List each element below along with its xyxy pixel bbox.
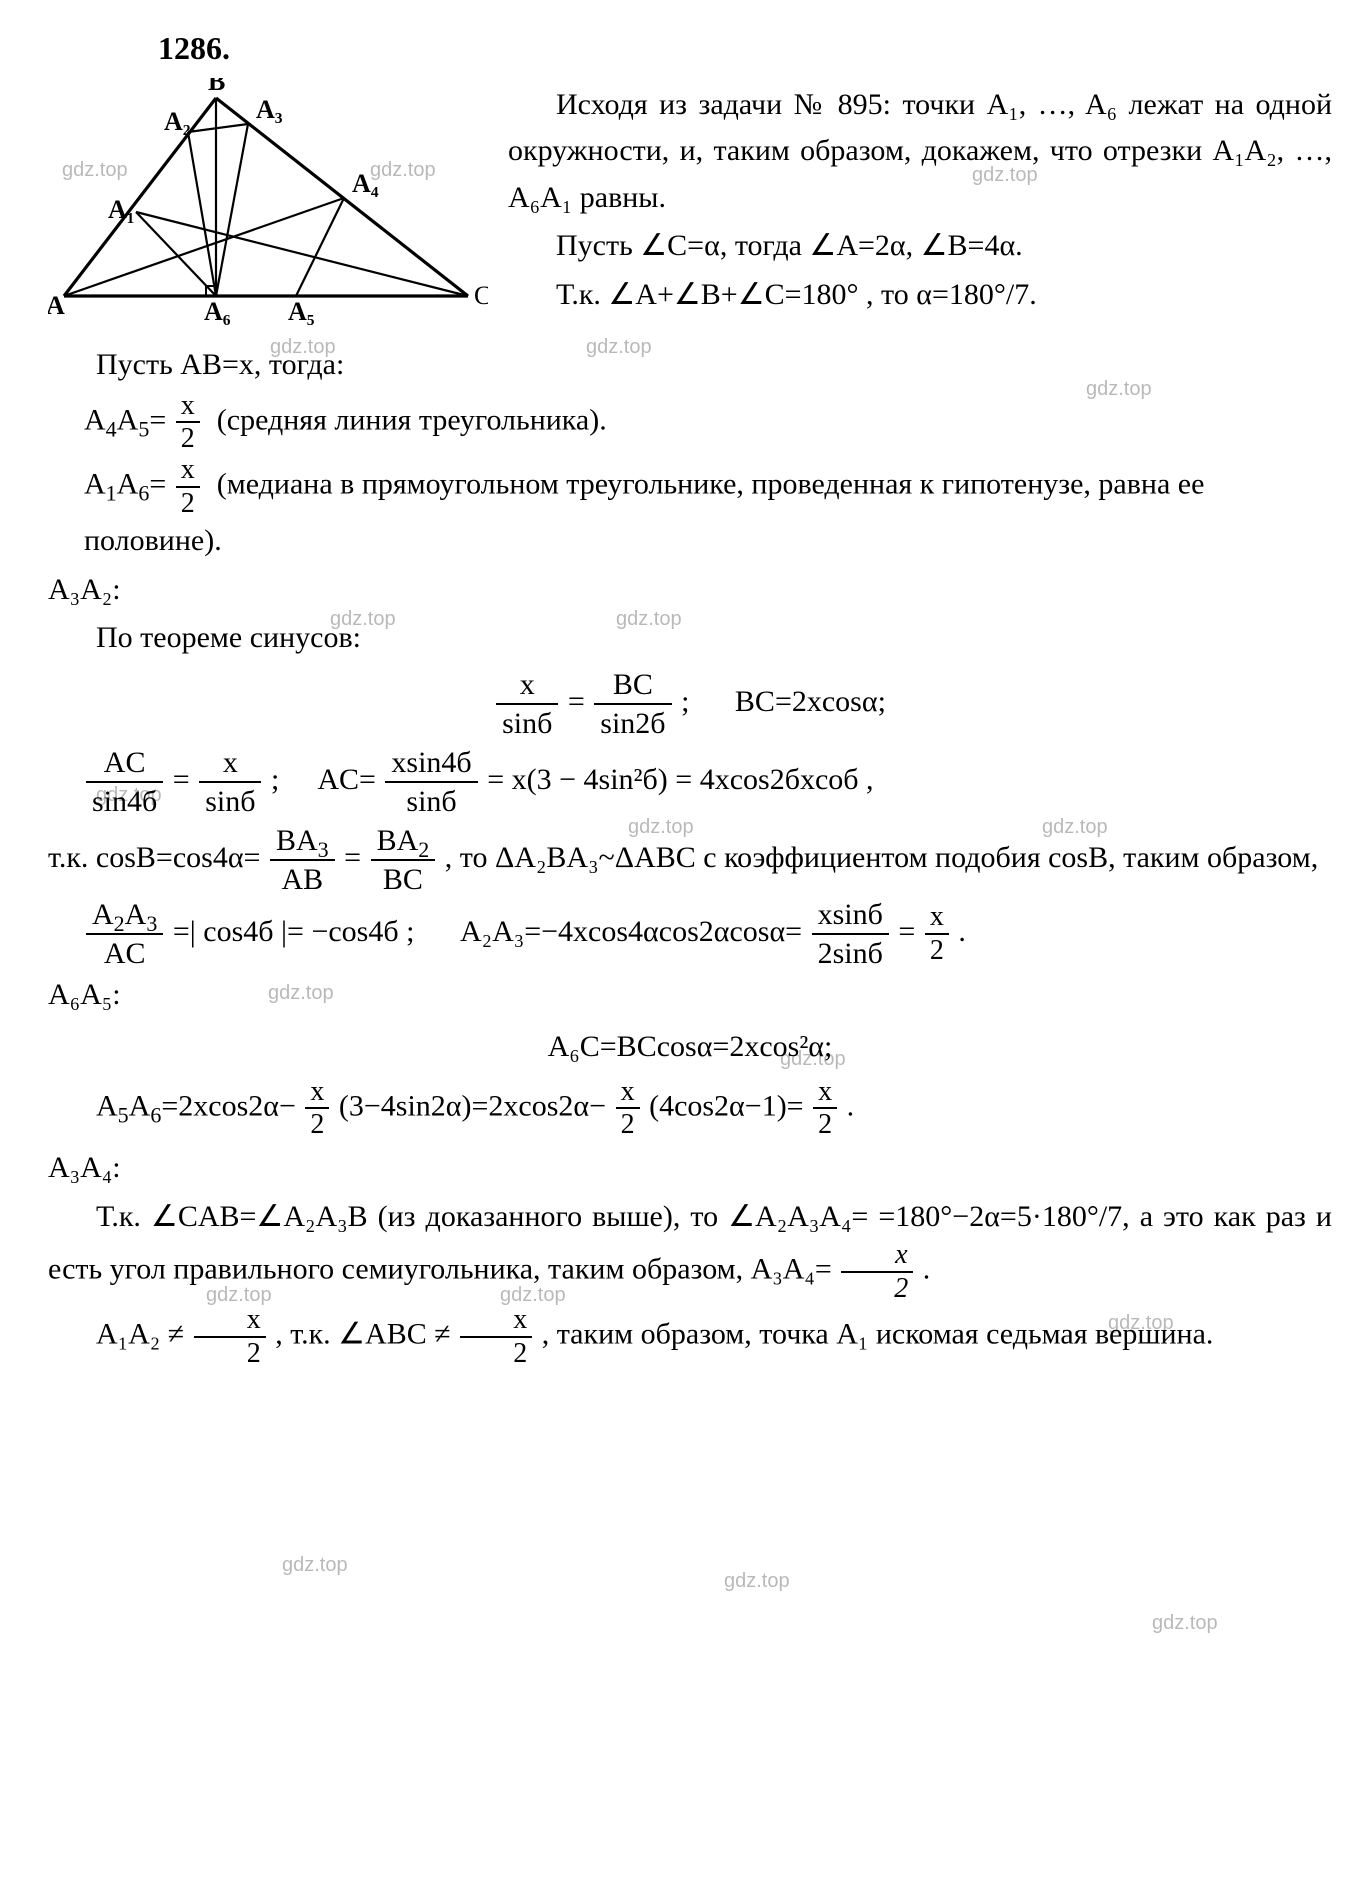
a4a5-note: (средняя линия треугольника). xyxy=(217,403,607,436)
pust-ab: Пусть AB=x, тогда: xyxy=(48,342,1332,389)
svg-text:B: B xyxy=(208,78,225,96)
frac-x-2-2: x2 xyxy=(176,455,200,518)
watermark: gdz.top xyxy=(282,1550,348,1581)
svg-text:C: C xyxy=(474,281,488,310)
svg-text:A₂: A₂ xyxy=(164,107,191,136)
intro-para-1: Исходя из задачи № 895: точки A₁, …, A₆ … xyxy=(508,82,1332,222)
svg-text:A₃: A₃ xyxy=(256,95,283,124)
a3a2-label: A₃A₂: xyxy=(48,567,1332,614)
a4a5-line: A4A5= x2 (средняя линия треугольника). xyxy=(84,391,1332,454)
a3a4-label: A₃A₄: xyxy=(48,1145,1332,1192)
watermark: gdz.top xyxy=(1152,1608,1218,1639)
sinus-label: По теореме синусов: xyxy=(48,615,1332,662)
a3a4-para: Т.к. ∠CAB=∠A₂A₃B (из доказанного выше), … xyxy=(48,1194,1332,1303)
eq-sinus-2: ACsin4б = xsinб ;AC= xsin4бsinб = x(3 − … xyxy=(84,746,1332,818)
a1a6-note: (медиана в прямоугольном треугольнике, п… xyxy=(84,468,1204,558)
svg-text:A: A xyxy=(48,291,65,320)
svg-text:A₄: A₄ xyxy=(352,169,379,198)
a1a2-line: A₁A₂ ≠ x2 , т.к. ∠ABC ≠ x2 , таким образ… xyxy=(48,1305,1332,1368)
intro-para-3: Т.к. ∠A+∠B+∠C=180° , то α=180°/7. xyxy=(508,272,1332,319)
svg-text:A₆: A₆ xyxy=(204,297,231,326)
a6a5-label: A₆A₅: xyxy=(48,972,1332,1019)
svg-text:A₅: A₅ xyxy=(288,297,315,326)
intro-text: Исходя из задачи № 895: точки A₁, …, A₆ … xyxy=(508,78,1332,321)
a2a3-line: A2A3AC =| cos4б |= −cos4б ; A₂A₃=−4xcos4… xyxy=(84,898,1332,970)
svg-text:A₁: A₁ xyxy=(108,195,135,224)
a1a6-line: A1A6= x2 (медиана в прямоугольном треуго… xyxy=(84,455,1332,564)
figure: A B C A₁ A₂ A₃ A₄ A₅ A₆ xyxy=(48,78,488,343)
frac-x-2-1: x2 xyxy=(176,391,200,454)
bc-eq: BC=2xcosα; xyxy=(735,685,886,718)
a5a6-eq: A5A6=2xcos2α− x2 (3−4sin2α)=2xcos2α− x2 … xyxy=(48,1077,1332,1140)
a6c-eq: A₆C=BCcosα=2xcos²α; xyxy=(48,1024,1332,1071)
watermark: gdz.top xyxy=(724,1566,790,1597)
eq-sinus-1: xsinб = BCsin2б ; BC=2xcosα; xyxy=(48,668,1332,740)
cosb-line: т.к. cosB=cos4α= BA3AB = BA2BC , то ΔA₂B… xyxy=(48,824,1332,896)
problem-number: 1286. xyxy=(158,24,1332,74)
triangle-figure: A B C A₁ A₂ A₃ A₄ A₅ A₆ xyxy=(48,78,488,328)
ac-eq-rhs: = x(3 − 4sin²б) = 4xcos2бxcoб , xyxy=(487,763,873,796)
top-row: A B C A₁ A₂ A₃ A₄ A₅ A₆ Исходя из задачи № 895: … xyxy=(48,78,1332,343)
intro-para-2: Пусть ∠C=α, тогда ∠A=2α, ∠B=4α. xyxy=(508,223,1332,270)
